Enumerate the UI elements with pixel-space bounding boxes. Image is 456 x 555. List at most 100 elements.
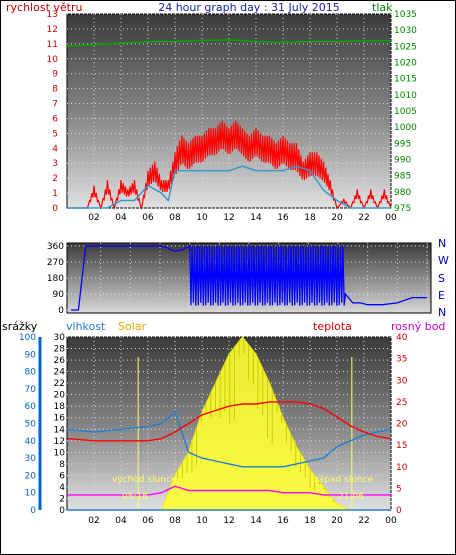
temperature-axis-title: teplota bbox=[313, 320, 352, 333]
rain-tick-label: 10 bbox=[25, 489, 37, 499]
lower-x-tick-label: 02 bbox=[88, 516, 99, 526]
top-series bbox=[66, 39, 392, 211]
pressure-tick-label: 1025 bbox=[394, 42, 417, 52]
pressure-tick-label: 990 bbox=[394, 156, 411, 166]
humidity-tick-label: 2 bbox=[59, 494, 65, 504]
top-x-tick-label: 20 bbox=[331, 213, 343, 223]
pressure-tick-label: 1020 bbox=[394, 59, 417, 69]
pressure-tick-label: 1030 bbox=[394, 26, 417, 36]
humidity-tick-label: 6 bbox=[59, 471, 65, 481]
wind-direction-tick-label: 270 bbox=[47, 258, 64, 268]
pressure-tick-label: 1015 bbox=[394, 75, 417, 85]
compass-label-n: N bbox=[438, 306, 446, 319]
rain-tick-label: 0 bbox=[30, 506, 36, 516]
top-x-tick-label: 00 bbox=[385, 213, 397, 223]
pressure-tick-label: 975 bbox=[394, 204, 411, 214]
humidity-line bbox=[66, 410, 392, 468]
dew-point-axis-title: rosný bod bbox=[391, 320, 445, 333]
humidity-tick-label: 0 bbox=[59, 506, 65, 516]
lower-x-tick-label: 16 bbox=[277, 516, 289, 526]
humidity-axis-title: vlhkost bbox=[66, 320, 106, 333]
humidity-tick-label: 20 bbox=[54, 391, 66, 401]
humidity-tick-label: 28 bbox=[54, 345, 66, 355]
temperature-tick-label: 20 bbox=[396, 420, 408, 430]
wind-speed-tick-label: 12 bbox=[47, 25, 58, 35]
top-x-tick-label: 04 bbox=[115, 213, 127, 223]
pressure-line bbox=[66, 39, 391, 48]
lower-x-tick-label: 20 bbox=[331, 516, 343, 526]
lower-x-tick-label: 10 bbox=[196, 516, 208, 526]
top-x-tick-label: 22 bbox=[358, 213, 369, 223]
humidity-tick-label: 4 bbox=[59, 483, 65, 493]
compass-label-w: W bbox=[438, 254, 449, 267]
pressure-tick-label: 1035 bbox=[394, 10, 417, 20]
wind-speed-tick-label: 11 bbox=[47, 40, 58, 50]
wind-speed-tick-label: 10 bbox=[47, 55, 59, 65]
wind-average-line bbox=[67, 165, 391, 209]
wind-speed-tick-label: 13 bbox=[47, 10, 58, 20]
top-x-tick-label: 02 bbox=[88, 213, 99, 223]
compass-label-e: E bbox=[438, 289, 445, 302]
temperature-tick-label: 15 bbox=[396, 441, 407, 451]
top-x-tick-label: 06 bbox=[142, 213, 154, 223]
top-x-tick-label: 16 bbox=[277, 213, 289, 223]
rain-tick-label: 50 bbox=[25, 420, 37, 430]
temperature-tick-label: 35 bbox=[396, 355, 407, 365]
wind-speed-tick-label: 9 bbox=[52, 70, 58, 80]
lower-x-tick-label: 08 bbox=[169, 516, 181, 526]
temperature-tick-label: 0 bbox=[396, 506, 402, 516]
wind-direction-tick-label: 90 bbox=[53, 290, 65, 300]
rain-tick-label: 70 bbox=[25, 385, 37, 395]
humidity-tick-label: 10 bbox=[54, 448, 66, 458]
temperature-y-axis: 0 5 10 15 20 25 30 35 40 bbox=[396, 333, 408, 516]
wind-direction-tick-label: 0 bbox=[58, 306, 64, 316]
pressure-tick-label: 980 bbox=[394, 188, 411, 198]
pressure-y-axis: 975 980 985 990 995 1000 1005 1010 1015 1020 1025 1… bbox=[394, 10, 417, 214]
lower-x-tick-label: 00 bbox=[385, 516, 397, 526]
rain-tick-label: 40 bbox=[25, 437, 37, 447]
wind-direction-tick-label: 360 bbox=[47, 242, 64, 252]
sunset-label: západ slunce bbox=[314, 475, 374, 485]
top-x-tick-label: 08 bbox=[169, 213, 181, 223]
humidity-tick-label: 14 bbox=[54, 425, 66, 435]
lower-x-tick-label: 14 bbox=[250, 516, 262, 526]
compass-label-n: N bbox=[438, 237, 446, 250]
lower-x-tick-label: 12 bbox=[223, 516, 234, 526]
wind-speed-tick-label: 8 bbox=[52, 85, 58, 95]
wind-speed-line bbox=[67, 120, 392, 211]
chart-title: 24 hour graph day : 31 July 2015 bbox=[158, 1, 340, 14]
top-x-tick-label: 12 bbox=[223, 213, 234, 223]
pressure-tick-label: 995 bbox=[394, 139, 411, 149]
humidity-tick-label: 30 bbox=[54, 333, 66, 343]
pressure-axis-title: tlak bbox=[372, 1, 393, 14]
temperature-tick-label: 40 bbox=[396, 333, 408, 343]
rain-tick-label: 60 bbox=[25, 402, 37, 412]
solar-axis-title: Solar bbox=[118, 320, 147, 333]
top-grid bbox=[67, 13, 392, 209]
temperature-tick-label: 25 bbox=[396, 398, 407, 408]
temperature-line bbox=[66, 401, 392, 442]
wind-speed-tick-label: 4 bbox=[52, 144, 58, 154]
humidity-tick-label: 26 bbox=[54, 356, 66, 366]
wind-speed-tick-label: 3 bbox=[52, 159, 58, 169]
pressure-tick-label: 1000 bbox=[394, 123, 417, 133]
lower-series bbox=[66, 336, 392, 511]
lower-x-tick-label: 22 bbox=[358, 516, 369, 526]
temperature-tick-label: 10 bbox=[396, 463, 408, 473]
top-x-axis: 02 04 06 08 10 12 14 16 18 20 22 00 bbox=[88, 213, 397, 223]
wind-speed-tick-label: 1 bbox=[52, 189, 58, 199]
wind-speed-tick-label: 5 bbox=[52, 129, 58, 139]
rain-tick-label: 90 bbox=[25, 350, 37, 360]
pressure-tick-label: 985 bbox=[394, 172, 411, 182]
wind-speed-tick-label: 6 bbox=[52, 114, 58, 124]
humidity-tick-label: 12 bbox=[54, 437, 65, 447]
top-x-tick-label: 14 bbox=[250, 213, 262, 223]
humidity-tick-label: 8 bbox=[59, 460, 65, 470]
pressure-tick-label: 1010 bbox=[394, 91, 417, 101]
lower-x-axis: 02 04 06 08 10 12 14 16 18 20 22 00 bbox=[88, 516, 397, 526]
sunrise-time: 05:16 bbox=[122, 492, 148, 502]
wind-speed-axis-title: rychlost větru bbox=[6, 1, 82, 14]
